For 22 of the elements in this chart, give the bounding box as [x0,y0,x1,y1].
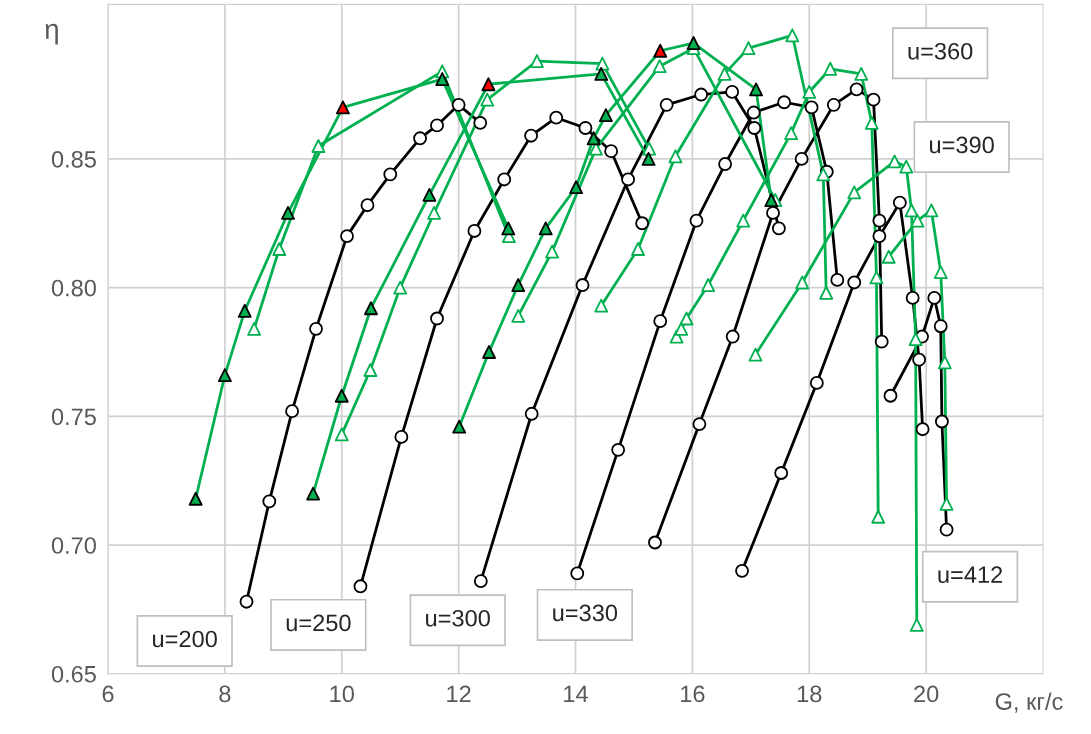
y-tick-label: 0.70 [51,537,96,554]
x-tick-label: 10 [330,685,354,703]
x-tick-label: 12 [447,685,471,703]
x-tick-label: 6 [102,685,114,703]
x-tick-label: 20 [914,685,939,703]
x-tick-label: 16 [681,685,705,703]
y-tick-label: 0.75 [51,408,96,426]
y-axis-title: η [45,23,58,45]
annotation: u=300 [426,609,490,627]
y-tick-label: 0.85 [51,150,96,168]
x-tick-label: 14 [564,685,588,703]
annotation: u=330 [553,604,618,622]
x-tick-label: 8 [219,685,231,703]
annotation: u=250 [286,614,351,632]
x-tick-label: 18 [797,685,822,703]
y-tick-label: 0.80 [51,279,96,297]
annotation: u=390 [930,136,994,154]
y-tick-label: 0.65 [51,665,96,683]
x-axis-title: G, кг/с [995,692,1063,713]
annotation: u=412 [938,566,1003,584]
annotation: u=200 [153,630,217,648]
annotation: u=360 [908,42,973,60]
